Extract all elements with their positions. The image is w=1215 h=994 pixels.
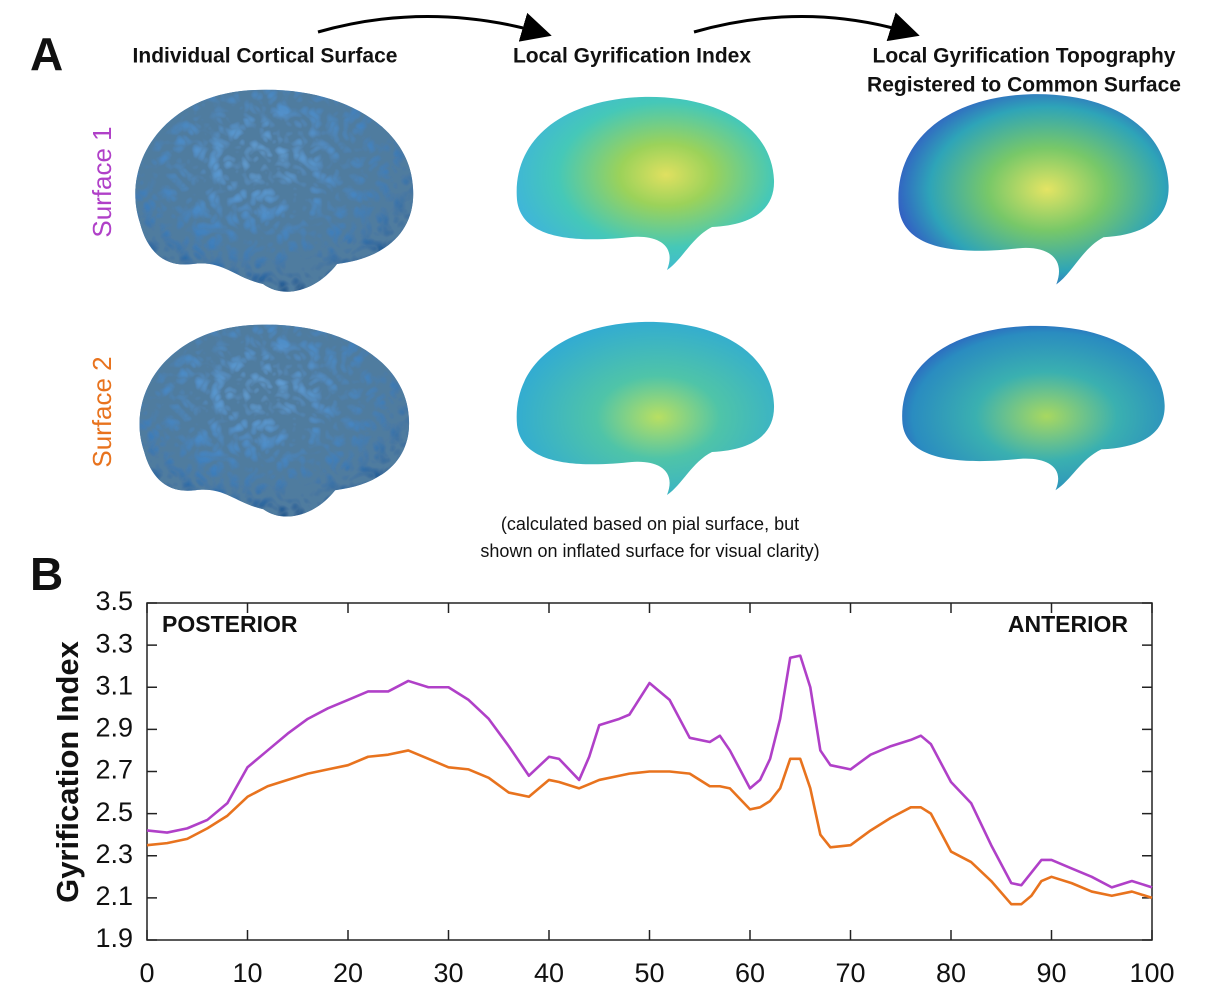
brain-surface — [139, 325, 409, 517]
y-tick-label: 3.1 — [95, 670, 133, 700]
y-tick-label: 2.1 — [95, 881, 133, 911]
y-tick-label: 2.5 — [95, 797, 133, 827]
x-tick-label: 40 — [534, 958, 564, 988]
row-label: Surface 2 — [87, 356, 117, 467]
row-label: Surface 1 — [87, 126, 117, 237]
y-tick-label: 2.7 — [95, 755, 133, 785]
x-tick-label: 50 — [634, 958, 664, 988]
x-tick-label: 20 — [333, 958, 363, 988]
column-title: Individual Cortical Surface — [133, 45, 398, 68]
brain-surface — [135, 90, 413, 292]
note: (calculated based on pial surface, but — [501, 514, 799, 534]
x-tick-label: 10 — [232, 958, 262, 988]
annotation: POSTERIOR — [162, 611, 298, 637]
x-tick-label: 0 — [139, 958, 154, 988]
data-line — [147, 750, 1152, 904]
arrow — [318, 16, 546, 34]
x-tick-label: 60 — [735, 958, 765, 988]
note: shown on inflated surface for visual cla… — [480, 541, 819, 561]
inflated-surface — [517, 322, 774, 495]
x-tick-label: 30 — [433, 958, 463, 988]
y-tick-label: 3.3 — [95, 628, 133, 658]
arrow — [694, 16, 914, 34]
y-tick-label: 2.3 — [95, 839, 133, 869]
annotation: ANTERIOR — [1008, 611, 1129, 637]
figure: A Individual Cortical Surface Local Gyri… — [0, 0, 1215, 994]
y-tick-label: 1.9 — [95, 923, 133, 953]
x-tick-label: 80 — [936, 958, 966, 988]
y-tick-label: 3.5 — [95, 586, 133, 616]
column-title: Registered to Common Surface — [867, 74, 1181, 97]
panel-label: A — [30, 28, 63, 80]
x-tick-label: 90 — [1036, 958, 1066, 988]
inflated-surface — [517, 97, 774, 270]
y-axis-label: Gyrification Index — [50, 640, 85, 903]
x-tick-label: 70 — [835, 958, 865, 988]
panel-label: B — [30, 548, 63, 600]
page: A Individual Cortical Surface Local Gyri… — [0, 0, 1215, 994]
column-title: Local Gyrification Topography — [873, 45, 1176, 68]
column-title: Local Gyrification Index — [513, 45, 751, 68]
topography-surface — [902, 326, 1165, 490]
x-tick-label: 100 — [1129, 958, 1174, 988]
y-tick-label: 2.9 — [95, 713, 133, 743]
topography-surface — [898, 94, 1168, 284]
